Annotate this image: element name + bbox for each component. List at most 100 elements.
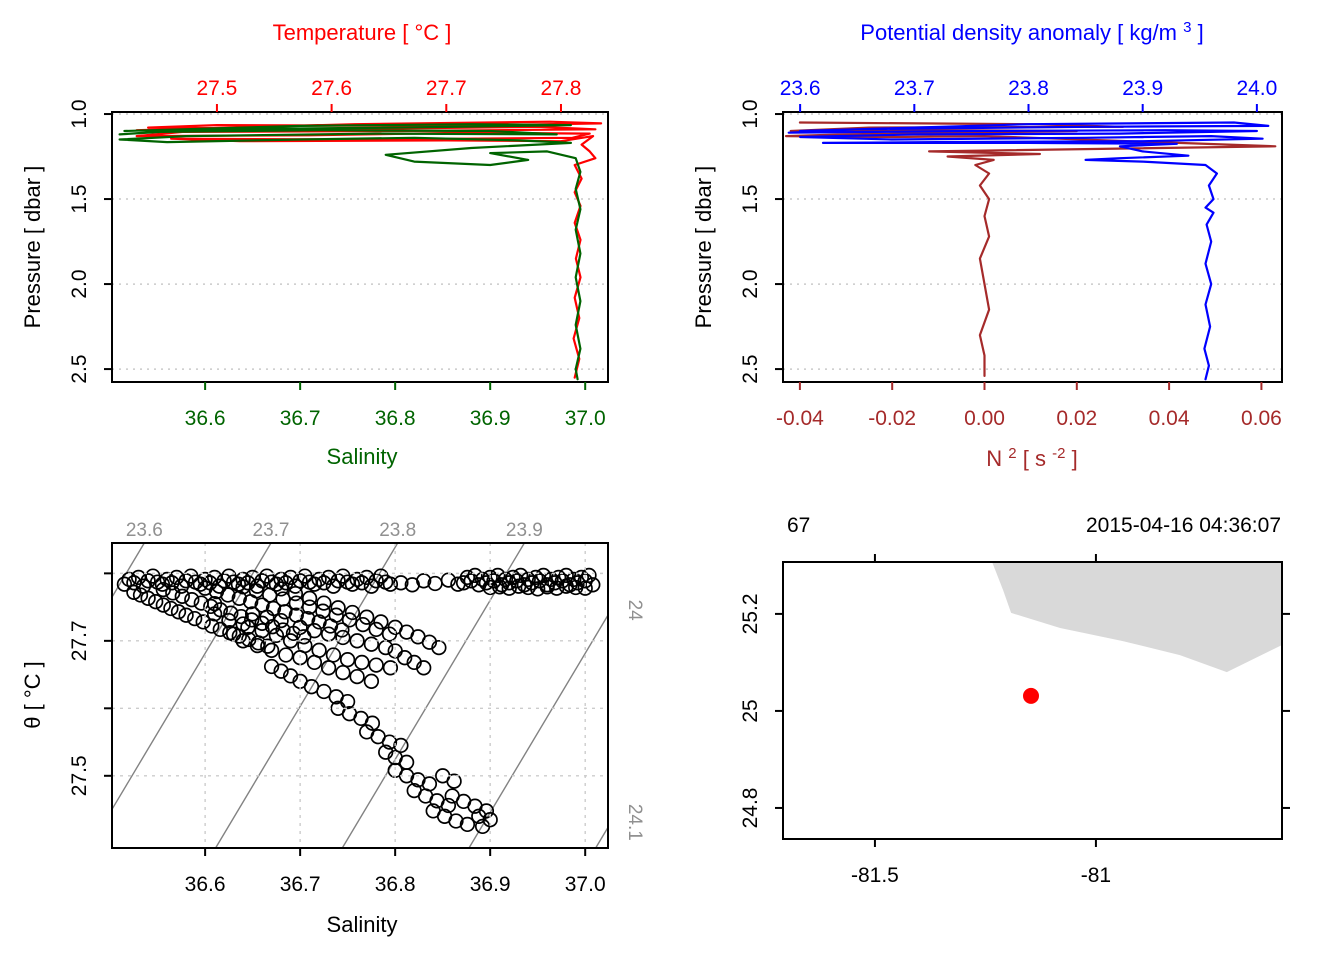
series-n-squared [784,121,1277,377]
salinity-axis-title-top-panel: Salinity [327,444,398,469]
scatter-point [301,599,318,615]
scatter-point [459,816,476,833]
tick-label: 25.2 [739,593,762,634]
tick-label: 36.8 [375,873,416,896]
scatter-point [187,610,203,627]
scatter-point [263,658,280,675]
tick-label: 27.6 [311,77,352,100]
scatter-point [126,584,142,600]
scatter-point [354,654,370,671]
scatter-point [482,579,498,596]
scatter-point [121,571,137,588]
scatter-point [244,612,260,628]
scatter-point [339,652,356,668]
scatter-point [292,619,308,635]
scatter-point [203,598,219,615]
tick-label: 23.7 [894,77,935,100]
scatter-point [154,576,171,592]
tick-label: 27.5 [68,755,91,796]
title-segment-sup: 2 [1008,445,1016,462]
isopycnal-label: 24 [624,600,645,622]
scatter-point [132,587,149,603]
scatter-point [354,575,370,591]
isopycnal-label: 23.9 [506,520,543,541]
scatter-point [363,578,380,594]
scatter-point [511,578,527,594]
scatter-point [206,606,223,622]
scatter-point [577,580,593,596]
tick-label: 36.7 [280,407,321,430]
scatter-point [492,579,508,595]
tick-label: -81 [1081,864,1111,887]
scatter-point [363,673,380,689]
scatter-point [249,637,266,654]
tick-label: 23.9 [1122,77,1163,100]
station-time-label: 2015-04-16 04:36:07 [1086,514,1281,537]
tick-label: 36.9 [470,873,511,896]
plot-box [782,111,1283,383]
scatter-point [287,578,304,594]
title-segment-sup: -2 [1052,445,1065,462]
title-segment: [ s [1023,446,1046,471]
tick-label: 27.7 [426,77,467,100]
scatter-point [368,621,384,638]
scatter-point [471,808,487,824]
scatter-point [349,633,365,649]
scatter-point [490,567,506,584]
scatter-point [287,585,304,602]
scatter-point [192,576,209,592]
tick-label: -0.04 [776,407,824,430]
scatter-point [448,813,464,829]
scatter-point [195,614,211,630]
tick-label: 1.5 [68,184,91,213]
salinity-axis-title-ts-panel: Salinity [327,912,398,937]
scatter-point [393,575,409,591]
tick-label: 27.7 [68,620,91,661]
land-polygon [992,562,1282,673]
scatter-point [178,607,194,623]
isopycnal-line [595,826,609,849]
tick-label: 23.6 [780,77,821,100]
scatter-point [550,569,567,586]
scatter-point [568,579,584,596]
scatter-point [248,583,265,599]
scatter-point [325,647,342,663]
scatter-point [467,567,483,584]
scatter-point [235,571,251,588]
scatter-point [197,580,213,596]
tick-label: 2.0 [68,269,91,298]
pressure-axis-title-left-panel: Pressure [ dbar ] [20,166,45,329]
panel-map: -81.5 -81 25.2 25 24.8 [739,554,1290,887]
scatter-point [344,604,361,621]
scatter-point [373,614,389,630]
tick-label: 37.0 [565,407,606,430]
scatter-point [170,604,187,620]
scatter-point [335,664,351,681]
station-dot [1023,687,1039,704]
scatter-point [155,597,171,613]
scatter-point [273,663,289,679]
tick-label: 36.8 [375,407,416,430]
scatter-point [268,627,285,644]
scatter-point [197,571,213,588]
scatter-point [335,629,351,646]
scatter-point [163,600,179,617]
scatter-point [501,580,517,596]
plot-box [111,542,609,849]
scatter-point [126,575,142,591]
scatter-point [306,576,323,592]
tick-label: 2.5 [68,354,91,383]
scatter-point [223,605,239,621]
plot-box [782,561,1283,840]
scatter-point [301,590,318,606]
scatter-point [512,567,529,584]
isopycnal-line [111,542,145,598]
scatter-point [549,580,565,596]
scatter-point [381,734,398,750]
isopycnal-label: 24.1 [624,804,645,841]
scatter-point [140,590,156,606]
scatter-point [184,592,200,608]
scatter-point [260,638,276,654]
scatter-point [300,610,316,627]
scatter-point [530,581,546,597]
